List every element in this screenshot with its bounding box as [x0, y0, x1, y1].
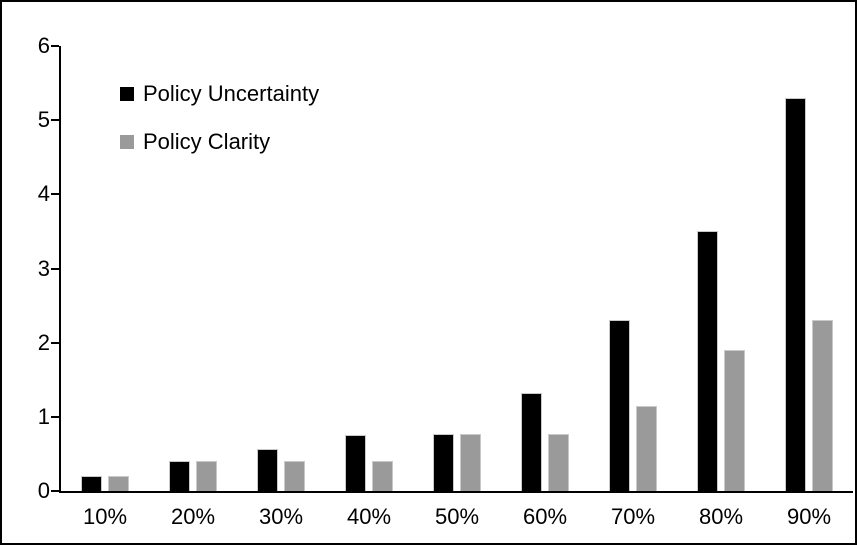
bar-policy-uncertainty	[785, 98, 806, 491]
y-axis-label: 1	[37, 403, 50, 429]
y-axis-tick	[51, 415, 59, 418]
x-axis-label: 70%	[610, 504, 656, 529]
bar-policy-uncertainty	[609, 320, 630, 491]
y-axis-label: 3	[37, 255, 50, 281]
y-axis-label: 6	[37, 33, 50, 58]
y-axis-tick	[51, 341, 59, 344]
y-axis-tick	[51, 490, 59, 492]
y-axis-label: 4	[37, 181, 50, 207]
bar-policy-clarity	[284, 461, 305, 491]
bar-policy-uncertainty	[345, 435, 366, 491]
x-axis-label: 20%	[170, 504, 216, 529]
bar-policy-clarity	[196, 461, 217, 491]
plot-area	[59, 46, 853, 493]
x-axis-label: 90%	[786, 504, 832, 529]
y-axis-label: 5	[37, 107, 50, 133]
y-axis-tick	[51, 267, 59, 270]
bar-policy-uncertainty	[169, 461, 190, 491]
bar-policy-clarity	[108, 476, 129, 491]
legend-label-policy-uncertainty: Policy Uncertainty	[143, 81, 320, 106]
legend-marker-policy-uncertainty-icon	[120, 87, 134, 101]
x-axis-label: 10%	[82, 504, 128, 529]
y-axis-tick	[51, 45, 59, 47]
bar-policy-clarity	[812, 320, 833, 491]
y-axis-tick	[51, 193, 59, 196]
bar-policy-clarity	[372, 461, 393, 491]
bar-policy-clarity	[724, 350, 745, 491]
x-axis-label: 50%	[434, 504, 480, 529]
y-axis-tick	[51, 119, 59, 122]
legend-item-policy-uncertainty: Policy Uncertainty	[120, 81, 319, 107]
bar-policy-uncertainty	[433, 434, 454, 491]
bar-policy-uncertainty	[81, 476, 102, 491]
legend-item-policy-clarity: Policy Clarity	[120, 129, 319, 155]
x-axis-label: 80%	[698, 504, 744, 529]
x-axis-label: 60%	[522, 504, 568, 529]
x-axis-label: 30%	[258, 504, 304, 529]
bar-policy-uncertainty	[697, 231, 718, 491]
y-axis-label: 0	[37, 478, 50, 503]
legend-label-policy-clarity: Policy Clarity	[143, 129, 271, 154]
y-axis-label: 2	[37, 329, 50, 355]
legend-marker-policy-clarity-icon	[120, 135, 134, 149]
bar-policy-clarity	[548, 434, 569, 491]
legend: Policy Uncertainty Policy Clarity	[120, 81, 319, 177]
bar-policy-uncertainty	[521, 393, 542, 491]
bar-policy-uncertainty	[257, 449, 278, 491]
bar-policy-clarity	[460, 434, 481, 491]
bar-policy-clarity	[636, 406, 657, 491]
x-axis-label: 40%	[346, 504, 392, 529]
